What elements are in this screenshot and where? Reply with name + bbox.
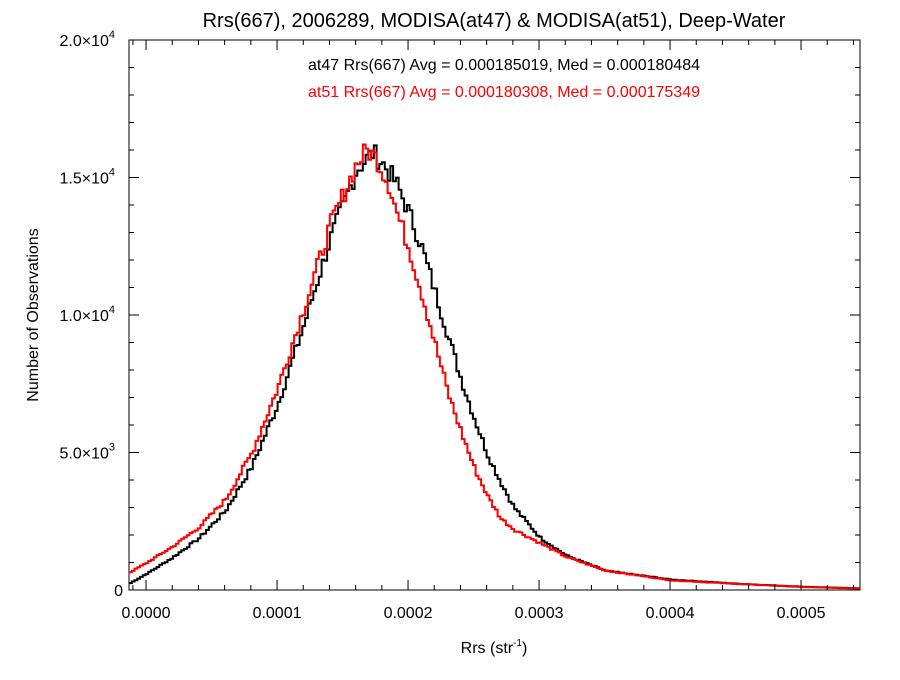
series-stat-label-at51: at51 Rrs(667) Avg = 0.000180308, Med = 0… — [308, 84, 700, 101]
x-tick-label: 0.0001 — [253, 605, 302, 622]
series-line-at47 — [129, 144, 860, 590]
series-line-at51 — [129, 143, 860, 590]
x-axis-label-end: ) — [522, 640, 527, 657]
x-tick-label: 0.0002 — [384, 605, 433, 622]
x-axis-label-sup: -1 — [513, 638, 522, 649]
y-tick-label: 5.0×103 — [59, 442, 115, 463]
x-tick-label: 0.0005 — [777, 605, 826, 622]
y-tick-label: 2.0×104 — [59, 29, 115, 50]
x-tick-label: 0.0003 — [515, 605, 564, 622]
x-tick-label: 0.0004 — [646, 605, 695, 622]
x-axis-label: Rrs (str-1) — [461, 638, 528, 657]
y-tick-label: 1.5×104 — [59, 167, 115, 188]
x-tick-label: 0.0000 — [122, 605, 171, 622]
y-axis-label: Number of Observations — [25, 228, 42, 401]
x-axis-label-main: Rrs (str — [461, 640, 514, 657]
y-tick-label: 0 — [114, 583, 123, 600]
y-tick-label: 1.0×104 — [59, 304, 115, 325]
series-stat-label-at47: at47 Rrs(667) Avg = 0.000185019, Med = 0… — [308, 57, 700, 74]
chart-title: Rrs(667), 2006289, MODISA(at47) & MODISA… — [203, 10, 786, 32]
